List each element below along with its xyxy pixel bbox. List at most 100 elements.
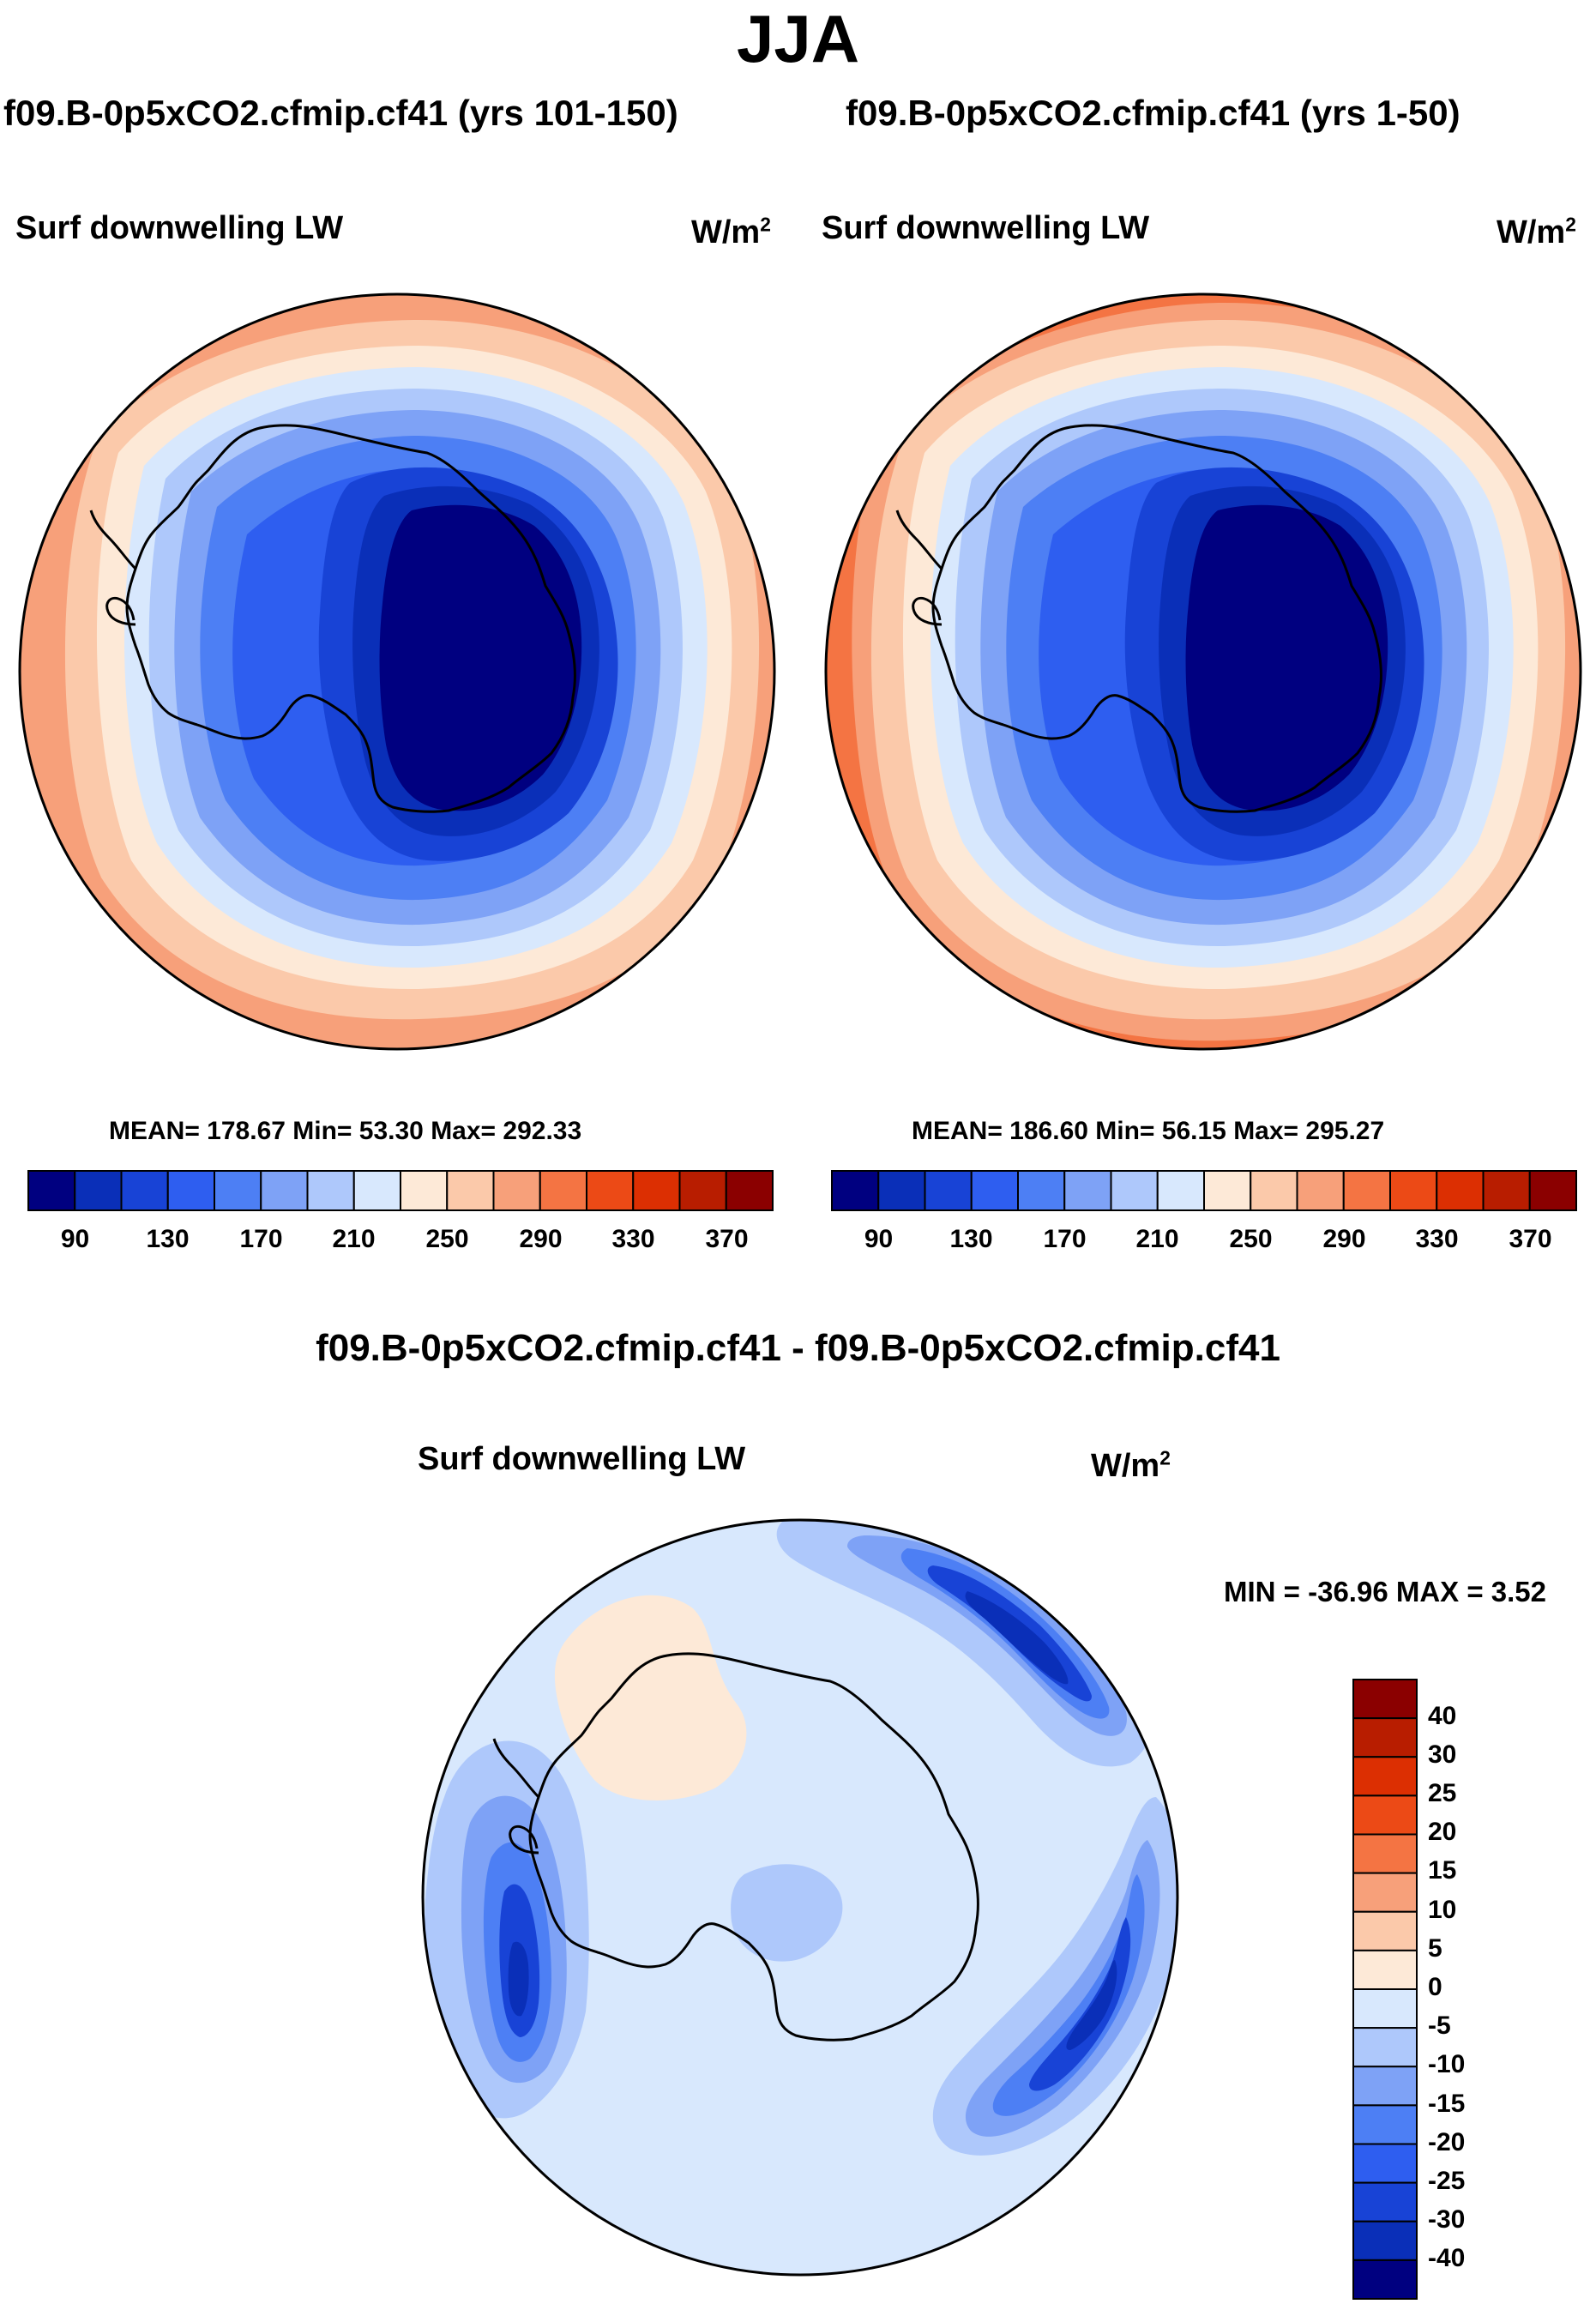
- left-tick: 370: [705, 1225, 749, 1253]
- right-colorbar-box-6: [1110, 1170, 1159, 1211]
- diff-tick: -20: [1428, 2128, 1466, 2156]
- diff-tick: 40: [1428, 1702, 1457, 1730]
- right-colorbar-box-13: [1436, 1170, 1485, 1211]
- diff-colorbar-box-11: [1352, 2104, 1418, 2145]
- right-variable-label: Surf downwelling LW: [822, 210, 1150, 246]
- left-tick: 290: [519, 1225, 563, 1253]
- left-colorbar-box-13: [632, 1170, 681, 1211]
- right-map-boundary: [824, 293, 1582, 1051]
- diff-units-exp: 2: [1159, 1446, 1171, 1469]
- right-colorbar-box-5: [1063, 1170, 1112, 1211]
- left-units-label: W/m2: [691, 214, 771, 251]
- left-units-exp: 2: [760, 213, 771, 236]
- right-colorbar-box-8: [1203, 1170, 1252, 1211]
- left-colorbar: [27, 1170, 774, 1211]
- diff-tick: 20: [1428, 1818, 1457, 1846]
- left-colorbar-box-14: [678, 1170, 727, 1211]
- left-colorbar-box-12: [586, 1170, 635, 1211]
- diff-band-right-30: [1066, 1960, 1117, 2050]
- diff-colorbar-box-9: [1352, 2027, 1418, 2068]
- left-colorbar-box-7: [352, 1170, 401, 1211]
- diff-colorbar-box-8: [1352, 1988, 1418, 2030]
- right-contour-band-10: [1185, 504, 1388, 811]
- diff-colorbar-box-7: [1352, 1949, 1418, 1990]
- right-colorbar-box-10: [1296, 1170, 1345, 1211]
- right-tick: 330: [1415, 1225, 1459, 1253]
- diff-units-label: W/m2: [1091, 1448, 1171, 1485]
- right-tick: 90: [864, 1225, 894, 1253]
- right-colorbar-box-7: [1156, 1170, 1205, 1211]
- right-colorbar-box-9: [1250, 1170, 1298, 1211]
- diff-colorbar-box-6: [1352, 1910, 1418, 1951]
- diff-colorbar-box-1: [1352, 1717, 1418, 1758]
- left-case-title: f09.B-0p5xCO2.cfmip.cf41 (yrs 101-150): [3, 93, 678, 133]
- left-colorbar-ticks: 90 130 170 210 250 290 330 370: [0, 1225, 798, 1259]
- diff-tick: -5: [1428, 2011, 1451, 2040]
- left-tick: 90: [60, 1225, 90, 1253]
- diff-band-left-30: [508, 1941, 529, 2017]
- right-tick: 170: [1043, 1225, 1087, 1253]
- right-units-label: W/m2: [1497, 214, 1576, 251]
- right-colorbar-box-11: [1342, 1170, 1391, 1211]
- right-tick: 370: [1509, 1225, 1552, 1253]
- left-colorbar-box-6: [306, 1170, 355, 1211]
- left-antarctica-coastline: [125, 424, 576, 813]
- right-tick: 250: [1229, 1225, 1273, 1253]
- diff-colorbar: [1352, 1679, 1418, 2300]
- left-stats: MEAN= 178.67 Min= 53.30 Max= 292.33: [109, 1117, 582, 1145]
- left-tick: 210: [332, 1225, 376, 1253]
- diff-colorbar-box-13: [1352, 2181, 1418, 2223]
- season-title: JJA: [736, 1, 860, 76]
- diff-tick: 0: [1428, 1973, 1442, 2001]
- right-colorbar-box-1: [877, 1170, 926, 1211]
- diff-positive-region: [554, 1595, 747, 1800]
- diff-units-base: W/m: [1091, 1448, 1160, 1484]
- diff-colorbar-box-12: [1352, 2143, 1418, 2184]
- diff-colorbar-box-0: [1352, 1679, 1418, 1720]
- diff-peninsula-coastline: [492, 1738, 540, 1855]
- diff-band-center-10: [731, 1864, 843, 1962]
- right-colorbar-box-15: [1528, 1170, 1577, 1211]
- right-colorbar-box-0: [831, 1170, 880, 1211]
- left-colorbar-box-3: [166, 1170, 215, 1211]
- diff-antarctica-coastline: [528, 1652, 979, 2042]
- left-colorbar-box-9: [446, 1170, 495, 1211]
- diff-colorbar-box-10: [1352, 2066, 1418, 2107]
- left-colorbar-box-0: [27, 1170, 76, 1211]
- diff-tick: 5: [1428, 1934, 1442, 1963]
- diff-tick: -25: [1428, 2167, 1466, 2195]
- diff-band-topright-30: [965, 1591, 1069, 1685]
- diff-band-right-10: [933, 1797, 1177, 2156]
- left-units-base: W/m: [691, 214, 761, 250]
- right-tick: 130: [949, 1225, 993, 1253]
- diff-tick: 30: [1428, 1740, 1457, 1769]
- right-colorbar-box-3: [970, 1170, 1019, 1211]
- left-map-boundary: [18, 293, 776, 1051]
- diff-tick: -40: [1428, 2244, 1466, 2272]
- diff-variable-label: Surf downwelling LW: [418, 1441, 746, 1477]
- right-case-title: f09.B-0p5xCO2.cfmip.cf41 (yrs 1-50): [846, 93, 1460, 133]
- diff-tick: 15: [1428, 1856, 1457, 1885]
- right-polar-map: [824, 293, 1582, 1051]
- right-units-exp: 2: [1565, 213, 1576, 236]
- right-stats: MEAN= 186.60 Min= 56.15 Max= 295.27: [912, 1117, 1385, 1145]
- diff-colorbar-box-15: [1352, 2259, 1418, 2300]
- diff-tick: -30: [1428, 2205, 1466, 2234]
- left-colorbar-box-15: [725, 1170, 774, 1211]
- diff-band-right-15: [965, 1840, 1160, 2137]
- left-colorbar-box-1: [74, 1170, 123, 1211]
- right-colorbar: [831, 1170, 1577, 1211]
- left-colorbar-box-2: [120, 1170, 169, 1211]
- right-colorbar-box-14: [1482, 1170, 1531, 1211]
- right-peninsula-coastline: [895, 510, 943, 626]
- diff-stats: MIN = -36.96 MAX = 3.52: [1224, 1576, 1547, 1607]
- diff-colorbar-box-14: [1352, 2220, 1418, 2261]
- diff-colorbar-box-3: [1352, 1794, 1418, 1836]
- left-colorbar-box-5: [260, 1170, 309, 1211]
- left-tick: 130: [146, 1225, 190, 1253]
- left-polar-map: [18, 293, 776, 1051]
- left-colorbar-box-10: [492, 1170, 541, 1211]
- diff-tick: 25: [1428, 1779, 1457, 1807]
- diff-colorbar-box-5: [1352, 1872, 1418, 1913]
- right-colorbar-box-2: [924, 1170, 973, 1211]
